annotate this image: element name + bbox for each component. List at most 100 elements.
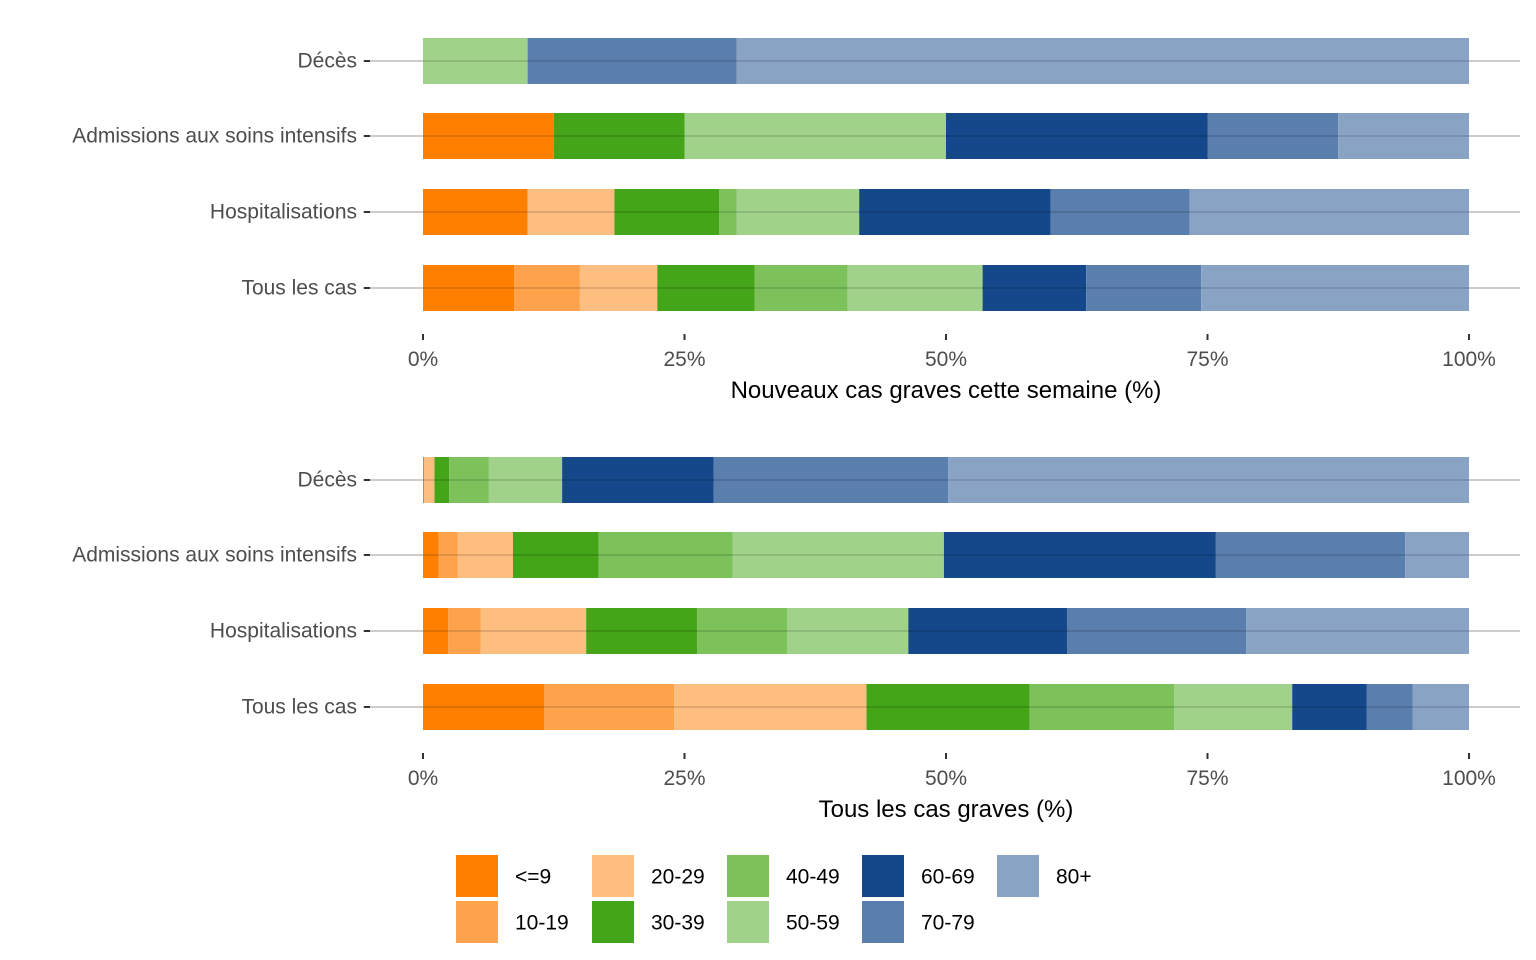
bar-segment-6069 [943,532,1216,578]
legend-item: 60-69 [862,855,975,897]
bar-segment-2029 [424,457,435,503]
bar-segment-7079 [527,38,737,84]
bar-segment-9 [423,189,528,235]
bar-segment-4049 [598,532,733,578]
bar-segment-6069 [982,265,1087,311]
legend-item: 70-79 [862,901,975,943]
chart-panel-new-cases: Décès Admissions aux soins intensifs Hospi… [72,38,1520,404]
bar-segment-9 [423,113,554,159]
x-tick-label: 50% [925,767,967,790]
bar-segment-1019 [514,265,580,311]
legend-item: 10-19 [456,901,569,943]
x-axis-title: Nouveaux cas graves cette semaine (%) [731,377,1162,404]
bar-segment-6069 [1292,684,1367,730]
legend-label: 30-39 [651,912,705,935]
x-tick-label: 100% [1442,767,1496,790]
bar-segment-9 [423,684,545,730]
chart-panel-all-cases: Décès Admissions aux soins intensifs Hospi… [72,457,1520,823]
bar-segment-80plus [1412,684,1469,730]
bar-segment-80plus [1338,113,1469,159]
bar-segment-7079 [1215,532,1406,578]
category-label: Tous les cas [241,277,357,300]
category-label: Admissions aux soins intensifs [72,544,357,567]
legend-label: 80+ [1056,866,1092,889]
legend-swatch [727,901,769,943]
legend-swatch [997,855,1039,897]
gridlines [363,479,1520,708]
bar-segment-3039 [512,532,599,578]
y-axis-labels: Décès Admissions aux soins intensifs Hospi… [72,469,370,719]
bar-segment-4049 [1029,684,1175,730]
legend-label: 20-29 [651,866,705,889]
category-label: Hospitalisations [210,201,357,224]
bar-segment-5059 [684,113,946,159]
x-tick-label: 100% [1442,348,1496,371]
bar-segment-7079 [1086,265,1202,311]
legend-swatch [862,901,904,943]
bars [423,457,1469,730]
bar-segment-80plus [1405,532,1469,578]
bar-segment-2029 [480,608,587,654]
legend-label: 50-59 [786,912,840,935]
legend-swatch [592,901,634,943]
legend-swatch [456,855,498,897]
bar-segment-80plus [1246,608,1469,654]
bar-segment-3039 [866,684,1030,730]
x-tick-label: 50% [925,348,967,371]
category-label: Hospitalisations [210,620,357,643]
bar-segment-3039 [434,457,450,503]
legend-item: 20-29 [592,855,705,897]
gridlines-overlay [423,479,1469,708]
x-tick-label: 25% [663,767,705,790]
bar-segment-7079 [713,457,949,503]
x-tick-label: 0% [408,348,438,371]
bar-segment-7079 [1366,684,1413,730]
bar-segment-6069 [562,457,714,503]
bar-segment-4049 [754,265,848,311]
legend-item: 80+ [997,855,1092,897]
bar-segment-5059 [732,532,944,578]
x-tick-label: 75% [1186,348,1228,371]
legend-label: 70-79 [921,912,975,935]
gridlines-overlay [423,60,1469,289]
legend-swatch [456,901,498,943]
legend-swatch [862,855,904,897]
bar-segment-1019 [544,684,675,730]
legend-item: 30-39 [592,901,705,943]
legend-swatch [727,855,769,897]
category-label: Décès [297,50,357,73]
bar-segment-3039 [586,608,698,654]
bar-segment-5059 [488,457,563,503]
bar-segment-80plus [736,38,1469,84]
legend-item: 50-59 [727,901,840,943]
category-label: Décès [297,469,357,492]
legend-item: <=9 [456,855,551,897]
category-label: Admissions aux soins intensifs [72,125,357,148]
x-tick-label: 0% [408,767,438,790]
bar-segment-9 [423,532,439,578]
bar-segment-6069 [908,608,1068,654]
bar-segment-5059 [1174,684,1293,730]
bar-segment-2029 [527,189,615,235]
bar-segment-7079 [1207,113,1339,159]
bar-segment-7079 [1067,608,1247,654]
bar-segment-9 [423,608,449,654]
bar-segment-80plus [1201,265,1469,311]
bar-segment-1019 [438,532,458,578]
legend-label: 10-19 [515,912,569,935]
bar-segment-9 [423,265,514,311]
bar-segment-3039 [657,265,755,311]
bar-segment-6069 [859,189,1051,235]
bar-segment-6069 [946,113,1208,159]
bar-segment-9 [423,457,425,503]
y-axis-labels: Décès Admissions aux soins intensifs Hospi… [72,50,370,300]
legend-label: <=9 [515,866,551,889]
bar-segment-3039 [614,189,720,235]
bar-segment-4049 [697,608,788,654]
bar-segment-2029 [457,532,513,578]
bar-segment-5059 [787,608,909,654]
bars [423,38,1469,311]
bar-segment-5059 [736,189,860,235]
legend-label: 40-49 [786,866,840,889]
